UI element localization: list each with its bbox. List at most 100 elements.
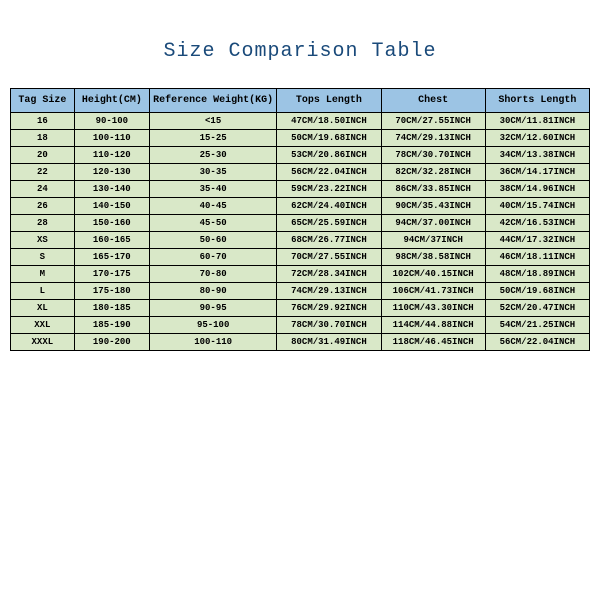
col-header: Chest <box>381 89 485 113</box>
col-header: Tag Size <box>11 89 75 113</box>
table-cell: 185-190 <box>74 317 149 334</box>
table-row: 18100-11015-2550CM/19.68INCH74CM/29.13IN… <box>11 130 590 147</box>
table-cell: 38CM/14.96INCH <box>485 181 589 198</box>
table-cell: 50-60 <box>149 232 276 249</box>
table-cell: 70-80 <box>149 266 276 283</box>
table-cell: 35-40 <box>149 181 276 198</box>
table-cell: 150-160 <box>74 215 149 232</box>
header-row: Tag Size Height(CM) Reference Weight(KG)… <box>11 89 590 113</box>
table-cell: 90-95 <box>149 300 276 317</box>
table-cell: 78CM/30.70INCH <box>381 147 485 164</box>
col-header: Height(CM) <box>74 89 149 113</box>
table-row: XXL185-19095-10078CM/30.70INCH114CM/44.8… <box>11 317 590 334</box>
table-cell: 45-50 <box>149 215 276 232</box>
table-cell: 16 <box>11 113 75 130</box>
table-cell: L <box>11 283 75 300</box>
table-cell: 30-35 <box>149 164 276 181</box>
table-cell: 160-165 <box>74 232 149 249</box>
table-cell: 74CM/29.13INCH <box>381 130 485 147</box>
table-cell: 106CM/41.73INCH <box>381 283 485 300</box>
table-cell: 72CM/28.34INCH <box>277 266 381 283</box>
table-cell: M <box>11 266 75 283</box>
table-cell: 70CM/27.55INCH <box>381 113 485 130</box>
table-cell: 62CM/24.40INCH <box>277 198 381 215</box>
table-row: L175-18080-9074CM/29.13INCH106CM/41.73IN… <box>11 283 590 300</box>
table-cell: 59CM/23.22INCH <box>277 181 381 198</box>
table-cell: 30CM/11.81INCH <box>485 113 589 130</box>
table-cell: 102CM/40.15INCH <box>381 266 485 283</box>
table-cell: 46CM/18.11INCH <box>485 249 589 266</box>
table-cell: 40-45 <box>149 198 276 215</box>
table-cell: 76CM/29.92INCH <box>277 300 381 317</box>
table-cell: XXL <box>11 317 75 334</box>
table-cell: XS <box>11 232 75 249</box>
table-row: XL180-18590-9576CM/29.92INCH110CM/43.30I… <box>11 300 590 317</box>
table-cell: 90CM/35.43INCH <box>381 198 485 215</box>
table-cell: 48CM/18.89INCH <box>485 266 589 283</box>
table-row: XS160-16550-6068CM/26.77INCH94CM/37INCH4… <box>11 232 590 249</box>
table-row: 1690-100<1547CM/18.50INCH70CM/27.55INCH3… <box>11 113 590 130</box>
table-cell: 52CM/20.47INCH <box>485 300 589 317</box>
table-cell: 114CM/44.88INCH <box>381 317 485 334</box>
table-cell: 95-100 <box>149 317 276 334</box>
table-cell: 94CM/37.00INCH <box>381 215 485 232</box>
table-cell: 80-90 <box>149 283 276 300</box>
table-cell: 86CM/33.85INCH <box>381 181 485 198</box>
table-cell: 98CM/38.58INCH <box>381 249 485 266</box>
table-cell: 82CM/32.28INCH <box>381 164 485 181</box>
table-cell: 56CM/22.04INCH <box>485 334 589 351</box>
table-row: 28150-16045-5065CM/25.59INCH94CM/37.00IN… <box>11 215 590 232</box>
table-cell: 56CM/22.04INCH <box>277 164 381 181</box>
table-cell: 65CM/25.59INCH <box>277 215 381 232</box>
table-cell: 50CM/19.68INCH <box>485 283 589 300</box>
table-cell: 100-110 <box>74 130 149 147</box>
table-row: S165-17060-7070CM/27.55INCH98CM/38.58INC… <box>11 249 590 266</box>
table-cell: 80CM/31.49INCH <box>277 334 381 351</box>
table-cell: 165-170 <box>74 249 149 266</box>
table-cell: 53CM/20.86INCH <box>277 147 381 164</box>
table-cell: 170-175 <box>74 266 149 283</box>
size-table: Tag Size Height(CM) Reference Weight(KG)… <box>10 88 590 351</box>
table-cell: 40CM/15.74INCH <box>485 198 589 215</box>
table-cell: <15 <box>149 113 276 130</box>
table-cell: 22 <box>11 164 75 181</box>
table-row: 26140-15040-4562CM/24.40INCH90CM/35.43IN… <box>11 198 590 215</box>
table-cell: 42CM/16.53INCH <box>485 215 589 232</box>
table-cell: 28 <box>11 215 75 232</box>
table-cell: 94CM/37INCH <box>381 232 485 249</box>
table-cell: 110-120 <box>74 147 149 164</box>
table-cell: 175-180 <box>74 283 149 300</box>
table-cell: 25-30 <box>149 147 276 164</box>
table-cell: 120-130 <box>74 164 149 181</box>
table-cell: 68CM/26.77INCH <box>277 232 381 249</box>
table-cell: 36CM/14.17INCH <box>485 164 589 181</box>
table-row: 20110-12025-3053CM/20.86INCH78CM/30.70IN… <box>11 147 590 164</box>
table-cell: 90-100 <box>74 113 149 130</box>
table-cell: 110CM/43.30INCH <box>381 300 485 317</box>
table-row: M170-17570-8072CM/28.34INCH102CM/40.15IN… <box>11 266 590 283</box>
table-row: 22120-13030-3556CM/22.04INCH82CM/32.28IN… <box>11 164 590 181</box>
table-row: XXXL190-200100-11080CM/31.49INCH118CM/46… <box>11 334 590 351</box>
page-title: Size Comparison Table <box>163 40 436 63</box>
table-cell: XXXL <box>11 334 75 351</box>
table-cell: 20 <box>11 147 75 164</box>
table-cell: 50CM/19.68INCH <box>277 130 381 147</box>
table-cell: 47CM/18.50INCH <box>277 113 381 130</box>
table-cell: 26 <box>11 198 75 215</box>
table-cell: 15-25 <box>149 130 276 147</box>
table-cell: XL <box>11 300 75 317</box>
table-cell: 180-185 <box>74 300 149 317</box>
table-cell: 78CM/30.70INCH <box>277 317 381 334</box>
table-cell: 190-200 <box>74 334 149 351</box>
table-cell: 60-70 <box>149 249 276 266</box>
table-cell: 140-150 <box>74 198 149 215</box>
table-cell: 54CM/21.25INCH <box>485 317 589 334</box>
table-cell: 34CM/13.38INCH <box>485 147 589 164</box>
table-cell: 70CM/27.55INCH <box>277 249 381 266</box>
table-cell: 130-140 <box>74 181 149 198</box>
table-cell: 118CM/46.45INCH <box>381 334 485 351</box>
table-row: 24130-14035-4059CM/23.22INCH86CM/33.85IN… <box>11 181 590 198</box>
table-cell: 74CM/29.13INCH <box>277 283 381 300</box>
table-cell: 18 <box>11 130 75 147</box>
table-cell: 44CM/17.32INCH <box>485 232 589 249</box>
